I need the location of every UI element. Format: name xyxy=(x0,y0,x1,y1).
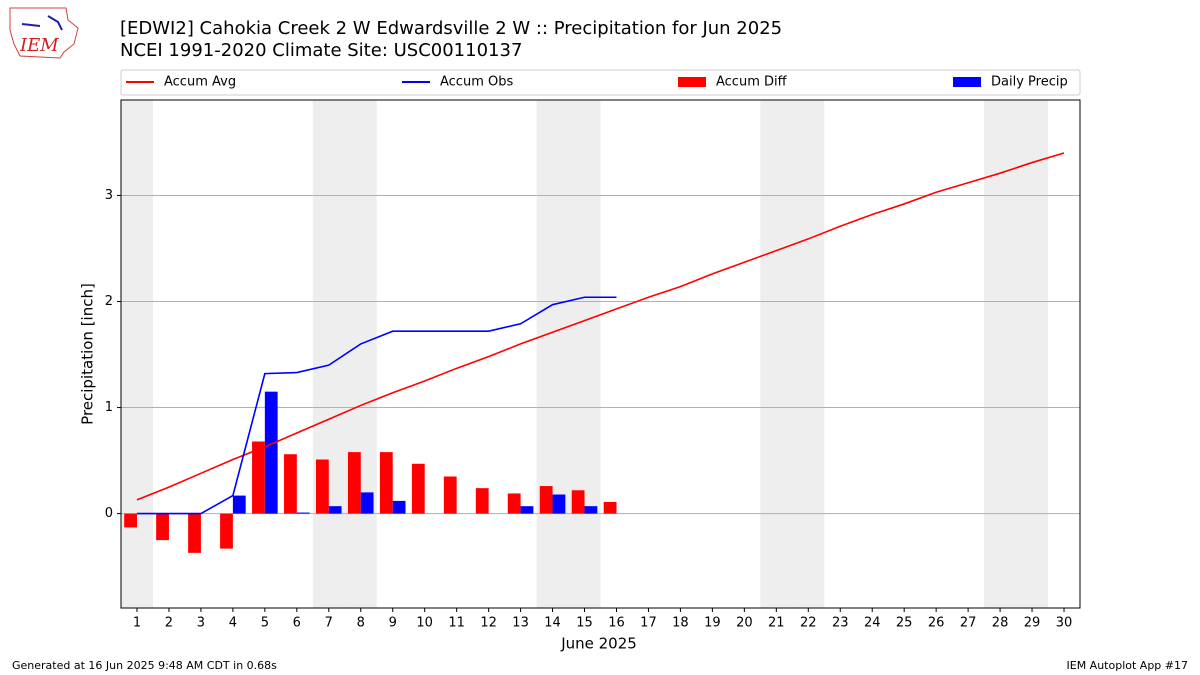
plot-frame xyxy=(120,99,1081,609)
x-tick-label: 29 xyxy=(1024,616,1041,631)
bar xyxy=(347,452,361,514)
x-tick-label: 17 xyxy=(640,616,657,631)
legend-label: Daily Precip xyxy=(991,75,1068,90)
line xyxy=(136,152,1065,501)
x-tick-label: 27 xyxy=(960,616,977,631)
legend-label: Accum Diff xyxy=(716,75,788,90)
chart-title: [EDWI2] Cahokia Creek 2 W Edwardsville 2… xyxy=(120,18,782,39)
x-tick-label: 8 xyxy=(357,616,365,631)
x-tick-label: 24 xyxy=(864,616,881,631)
x-tick-label: 15 xyxy=(576,616,593,631)
logo: IEM xyxy=(9,7,79,59)
footer-left: Generated at 16 Jun 2025 9:48 AM CDT in … xyxy=(12,659,277,672)
weekend-band xyxy=(792,100,825,608)
x-tick-label: 21 xyxy=(768,616,785,631)
x-tick-label: 30 xyxy=(1056,616,1073,631)
weekend-band xyxy=(1016,100,1049,608)
footer-right: IEM Autoplot App #17 xyxy=(1067,659,1189,672)
x-tick-label: 3 xyxy=(197,616,205,631)
bar xyxy=(315,459,329,514)
legend-label: Accum Avg xyxy=(164,75,236,90)
x-tick-label: 22 xyxy=(800,616,817,631)
x-tick-label: 6 xyxy=(293,616,301,631)
bar xyxy=(188,513,201,553)
weekend-band xyxy=(536,100,569,608)
x-axis-label: June 2025 xyxy=(560,635,637,653)
x-tick-label: 2 xyxy=(165,616,173,631)
x-tick-label: 25 xyxy=(896,616,913,631)
bar xyxy=(379,452,393,514)
y-tick-label: 1 xyxy=(105,400,113,415)
weekend-band xyxy=(568,100,601,608)
bar xyxy=(552,494,566,514)
bar xyxy=(156,513,169,541)
bar xyxy=(220,513,233,549)
y-tick-label: 3 xyxy=(105,188,113,203)
x-tick-label: 10 xyxy=(416,616,433,631)
weekend-band xyxy=(344,100,377,608)
x-tick-label: 5 xyxy=(261,616,269,631)
weekend-band xyxy=(760,100,793,608)
bar xyxy=(284,454,297,514)
x-tick-label: 23 xyxy=(832,616,849,631)
logo-text: IEM xyxy=(19,35,59,56)
bar xyxy=(392,500,406,514)
y-tick-label: 2 xyxy=(105,294,113,309)
bar xyxy=(232,495,246,514)
x-tick-label: 9 xyxy=(389,616,397,631)
x-tick-label: 16 xyxy=(608,616,625,631)
x-tick-label: 20 xyxy=(736,616,753,631)
x-tick-label: 11 xyxy=(448,616,465,631)
bar xyxy=(571,490,585,514)
x-tick-label: 13 xyxy=(512,616,529,631)
legend-swatch xyxy=(678,77,706,87)
bar xyxy=(360,492,374,514)
x-tick-label: 12 xyxy=(480,616,497,631)
bar xyxy=(124,513,137,528)
legend-label: Accum Obs xyxy=(440,75,513,90)
bar xyxy=(264,391,278,514)
bar xyxy=(475,488,489,514)
x-tick-label: 4 xyxy=(229,616,237,631)
bar xyxy=(520,506,534,514)
line xyxy=(136,296,617,515)
legend-swatch xyxy=(953,77,981,87)
logo-icon xyxy=(21,15,63,31)
bar xyxy=(411,463,425,514)
y-axis-label: Precipitation [inch] xyxy=(79,283,97,425)
x-tick-label: 28 xyxy=(992,616,1009,631)
x-tick-label: 1 xyxy=(133,616,141,631)
weekend-band xyxy=(312,100,345,608)
legend xyxy=(120,69,1081,96)
x-tick-label: 26 xyxy=(928,616,945,631)
x-tick-label: 14 xyxy=(544,616,561,631)
x-tick-label: 7 xyxy=(325,616,333,631)
bar xyxy=(507,493,521,514)
bar xyxy=(603,501,617,514)
bar xyxy=(584,506,598,514)
bar xyxy=(252,441,265,514)
chart-subtitle: NCEI 1991-2020 Climate Site: USC00110137 xyxy=(120,40,522,61)
y-tick-label: 0 xyxy=(105,506,113,521)
logo-outline xyxy=(9,7,79,59)
bar xyxy=(296,512,310,514)
bar xyxy=(443,476,457,514)
bar xyxy=(328,506,342,514)
bar xyxy=(539,486,553,514)
x-tick-label: 18 xyxy=(672,616,689,631)
weekend-band xyxy=(121,100,153,608)
x-tick-label: 19 xyxy=(704,616,721,631)
weekend-band xyxy=(984,100,1017,608)
